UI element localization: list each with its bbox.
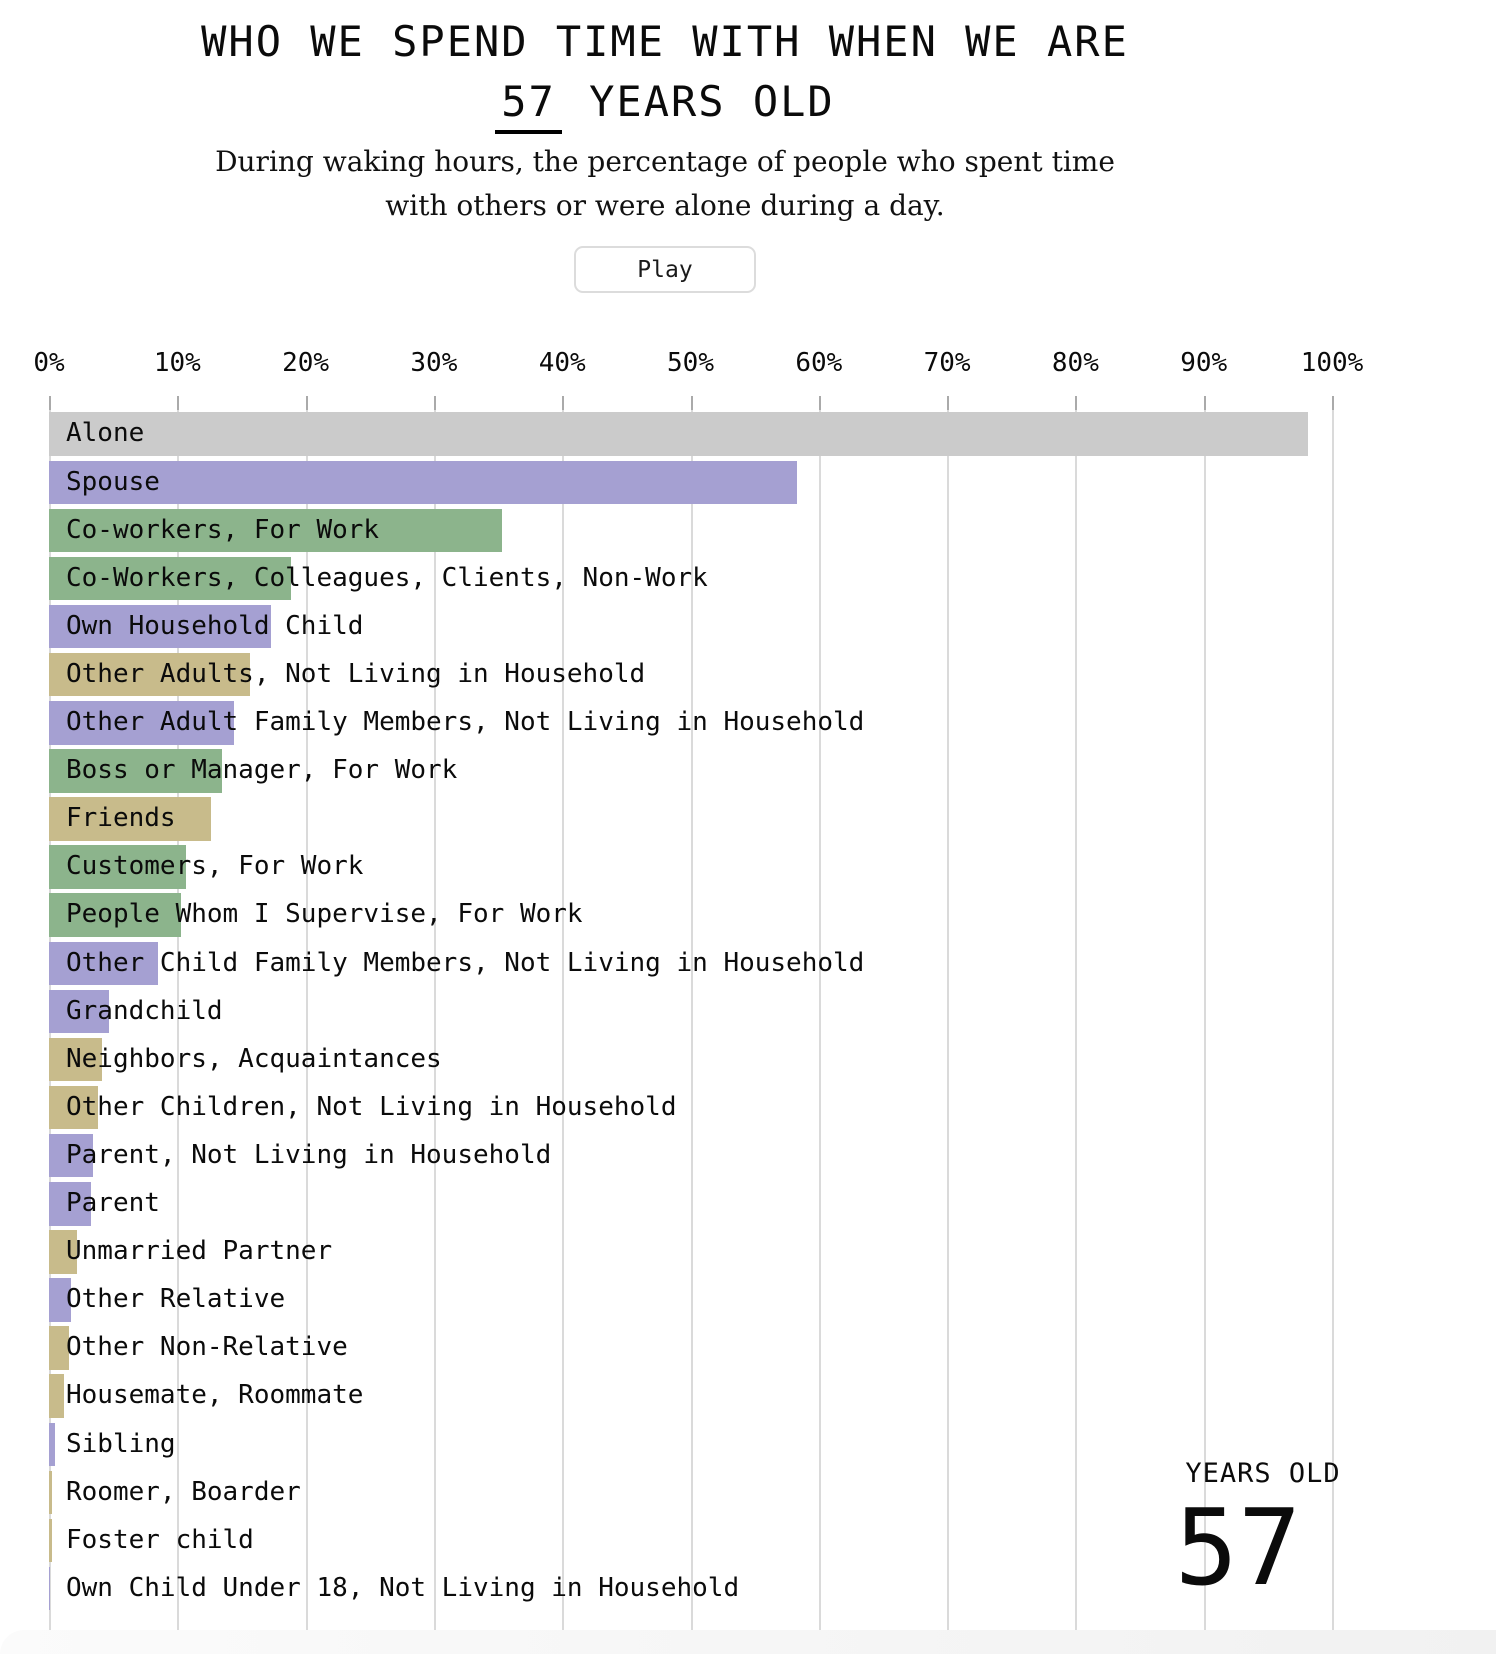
x-axis-tick-label: 40% — [538, 348, 586, 378]
x-axis-tickmark — [177, 396, 180, 410]
x-axis-tick-label: 30% — [410, 348, 458, 378]
x-axis-tick-label: 60% — [795, 348, 843, 378]
x-axis-tick-label: 70% — [923, 348, 971, 378]
subtitle: During waking hours, the percentage of p… — [0, 140, 1330, 228]
x-gridline — [562, 396, 565, 1630]
bar — [49, 1278, 71, 1322]
bar-label: Unmarried Partner — [66, 1236, 333, 1267]
bar-label: Sibling — [66, 1428, 176, 1459]
bar-label: Parent — [66, 1188, 160, 1218]
x-gridline — [690, 396, 693, 1630]
x-axis-tickmark — [1332, 396, 1334, 410]
bar-label: Other Relative — [66, 1284, 286, 1315]
bar-label: Foster child — [66, 1524, 254, 1555]
bar — [49, 1422, 56, 1466]
bar-label: Alone — [66, 418, 145, 449]
subtitle-line2: with others or were alone during a day. — [385, 189, 945, 222]
bar — [49, 1182, 92, 1226]
x-axis-tick-label: 10% — [153, 348, 201, 378]
x-axis-tickmark — [1075, 396, 1078, 410]
age-readout-caption: YEARS OLD — [1185, 1458, 1341, 1489]
bar — [49, 1470, 53, 1515]
bar-label: Boss or Manager, For Work — [66, 755, 458, 786]
bar-label: Other Children, Not Living in Household — [66, 1091, 677, 1122]
bar — [49, 1326, 69, 1370]
bar-label: Co-workers, For Work — [66, 514, 380, 545]
x-axis-tickmark — [49, 396, 51, 410]
page-title-line1: WHO WE SPEND TIME WITH WHEN WE ARE — [201, 17, 1129, 66]
title-age-number: 57 — [495, 77, 562, 134]
x-axis-tick-label: 100% — [1300, 348, 1364, 378]
bar — [49, 652, 251, 697]
x-gridline — [818, 396, 821, 1630]
x-axis-tickmark — [305, 396, 308, 410]
x-gridline — [1203, 396, 1206, 1630]
x-axis-tickmark — [947, 396, 950, 410]
bar — [49, 556, 292, 601]
bar — [49, 1037, 102, 1082]
subtitle-line1: During waking hours, the percentage of p… — [215, 145, 1115, 178]
bar-label: Grandchild — [66, 995, 223, 1026]
bar-label: Spouse — [66, 466, 160, 497]
bar — [49, 1566, 50, 1611]
x-gridline — [177, 396, 180, 1630]
x-gridline — [1332, 396, 1334, 1630]
bar — [49, 508, 502, 553]
bar — [49, 845, 187, 889]
x-axis-tickmark — [690, 396, 693, 410]
bar — [49, 989, 110, 1034]
bar-label: Customers, For Work — [66, 851, 364, 882]
x-axis-tick-label: 50% — [667, 348, 714, 378]
bar-label: Parent, Not Living in Household — [66, 1139, 552, 1170]
bar — [49, 797, 211, 841]
x-axis-tick-label: 80% — [1051, 348, 1099, 378]
bar — [49, 749, 223, 793]
x-gridline — [433, 396, 436, 1630]
bar-label: Other Adults, Not Living in Household — [66, 658, 646, 689]
bar-label: Own Child Under 18, Not Living in Househ… — [66, 1572, 740, 1603]
bar-label: Roomer, Boarder — [66, 1476, 301, 1507]
x-axis-tickmark — [433, 396, 436, 410]
bar — [49, 1133, 93, 1178]
bar-label: Co-Workers, Colleagues, Clients, Non-Wor… — [66, 562, 708, 593]
title-years-old-text: YEARS OLD — [561, 77, 835, 126]
bar — [49, 941, 159, 985]
bar — [49, 1230, 78, 1274]
bar — [49, 412, 1308, 456]
bar — [49, 893, 182, 937]
bottom-edge-strip — [0, 1630, 1496, 1654]
bar-label: People Whom I Supervise, For Work — [66, 899, 583, 930]
bar-label: Housemate, Roommate — [66, 1380, 364, 1411]
x-axis-tickmark — [1203, 396, 1206, 410]
x-axis-tick-label: 0% — [33, 348, 65, 378]
x-gridline — [947, 396, 950, 1630]
age-readout-value: 57 — [1174, 1487, 1302, 1609]
bar-label: Own Household Child — [66, 610, 364, 641]
bar-label: Friends — [66, 803, 176, 834]
x-axis-tick-label: 90% — [1180, 348, 1228, 378]
bar — [49, 701, 234, 745]
page-title-line2: 57 YEARS OLD — [0, 76, 1330, 134]
bar-label: Other Child Family Members, Not Living i… — [66, 947, 865, 978]
play-button[interactable]: Play — [574, 246, 756, 293]
x-axis-tick-label: 20% — [282, 348, 330, 378]
bar — [49, 460, 797, 504]
bar — [49, 604, 271, 649]
x-axis-tickmark — [562, 396, 565, 410]
bar-label: Other Adult Family Members, Not Living i… — [66, 707, 865, 737]
bar-label: Other Non-Relative — [66, 1332, 348, 1363]
bar — [49, 1374, 65, 1418]
x-gridline — [1075, 396, 1078, 1630]
bar-label: Neighbors, Acquaintances — [66, 1043, 442, 1074]
x-gridline — [305, 396, 308, 1630]
bar — [49, 1518, 52, 1563]
x-axis-tickmark — [818, 396, 821, 410]
bar — [49, 1085, 98, 1130]
